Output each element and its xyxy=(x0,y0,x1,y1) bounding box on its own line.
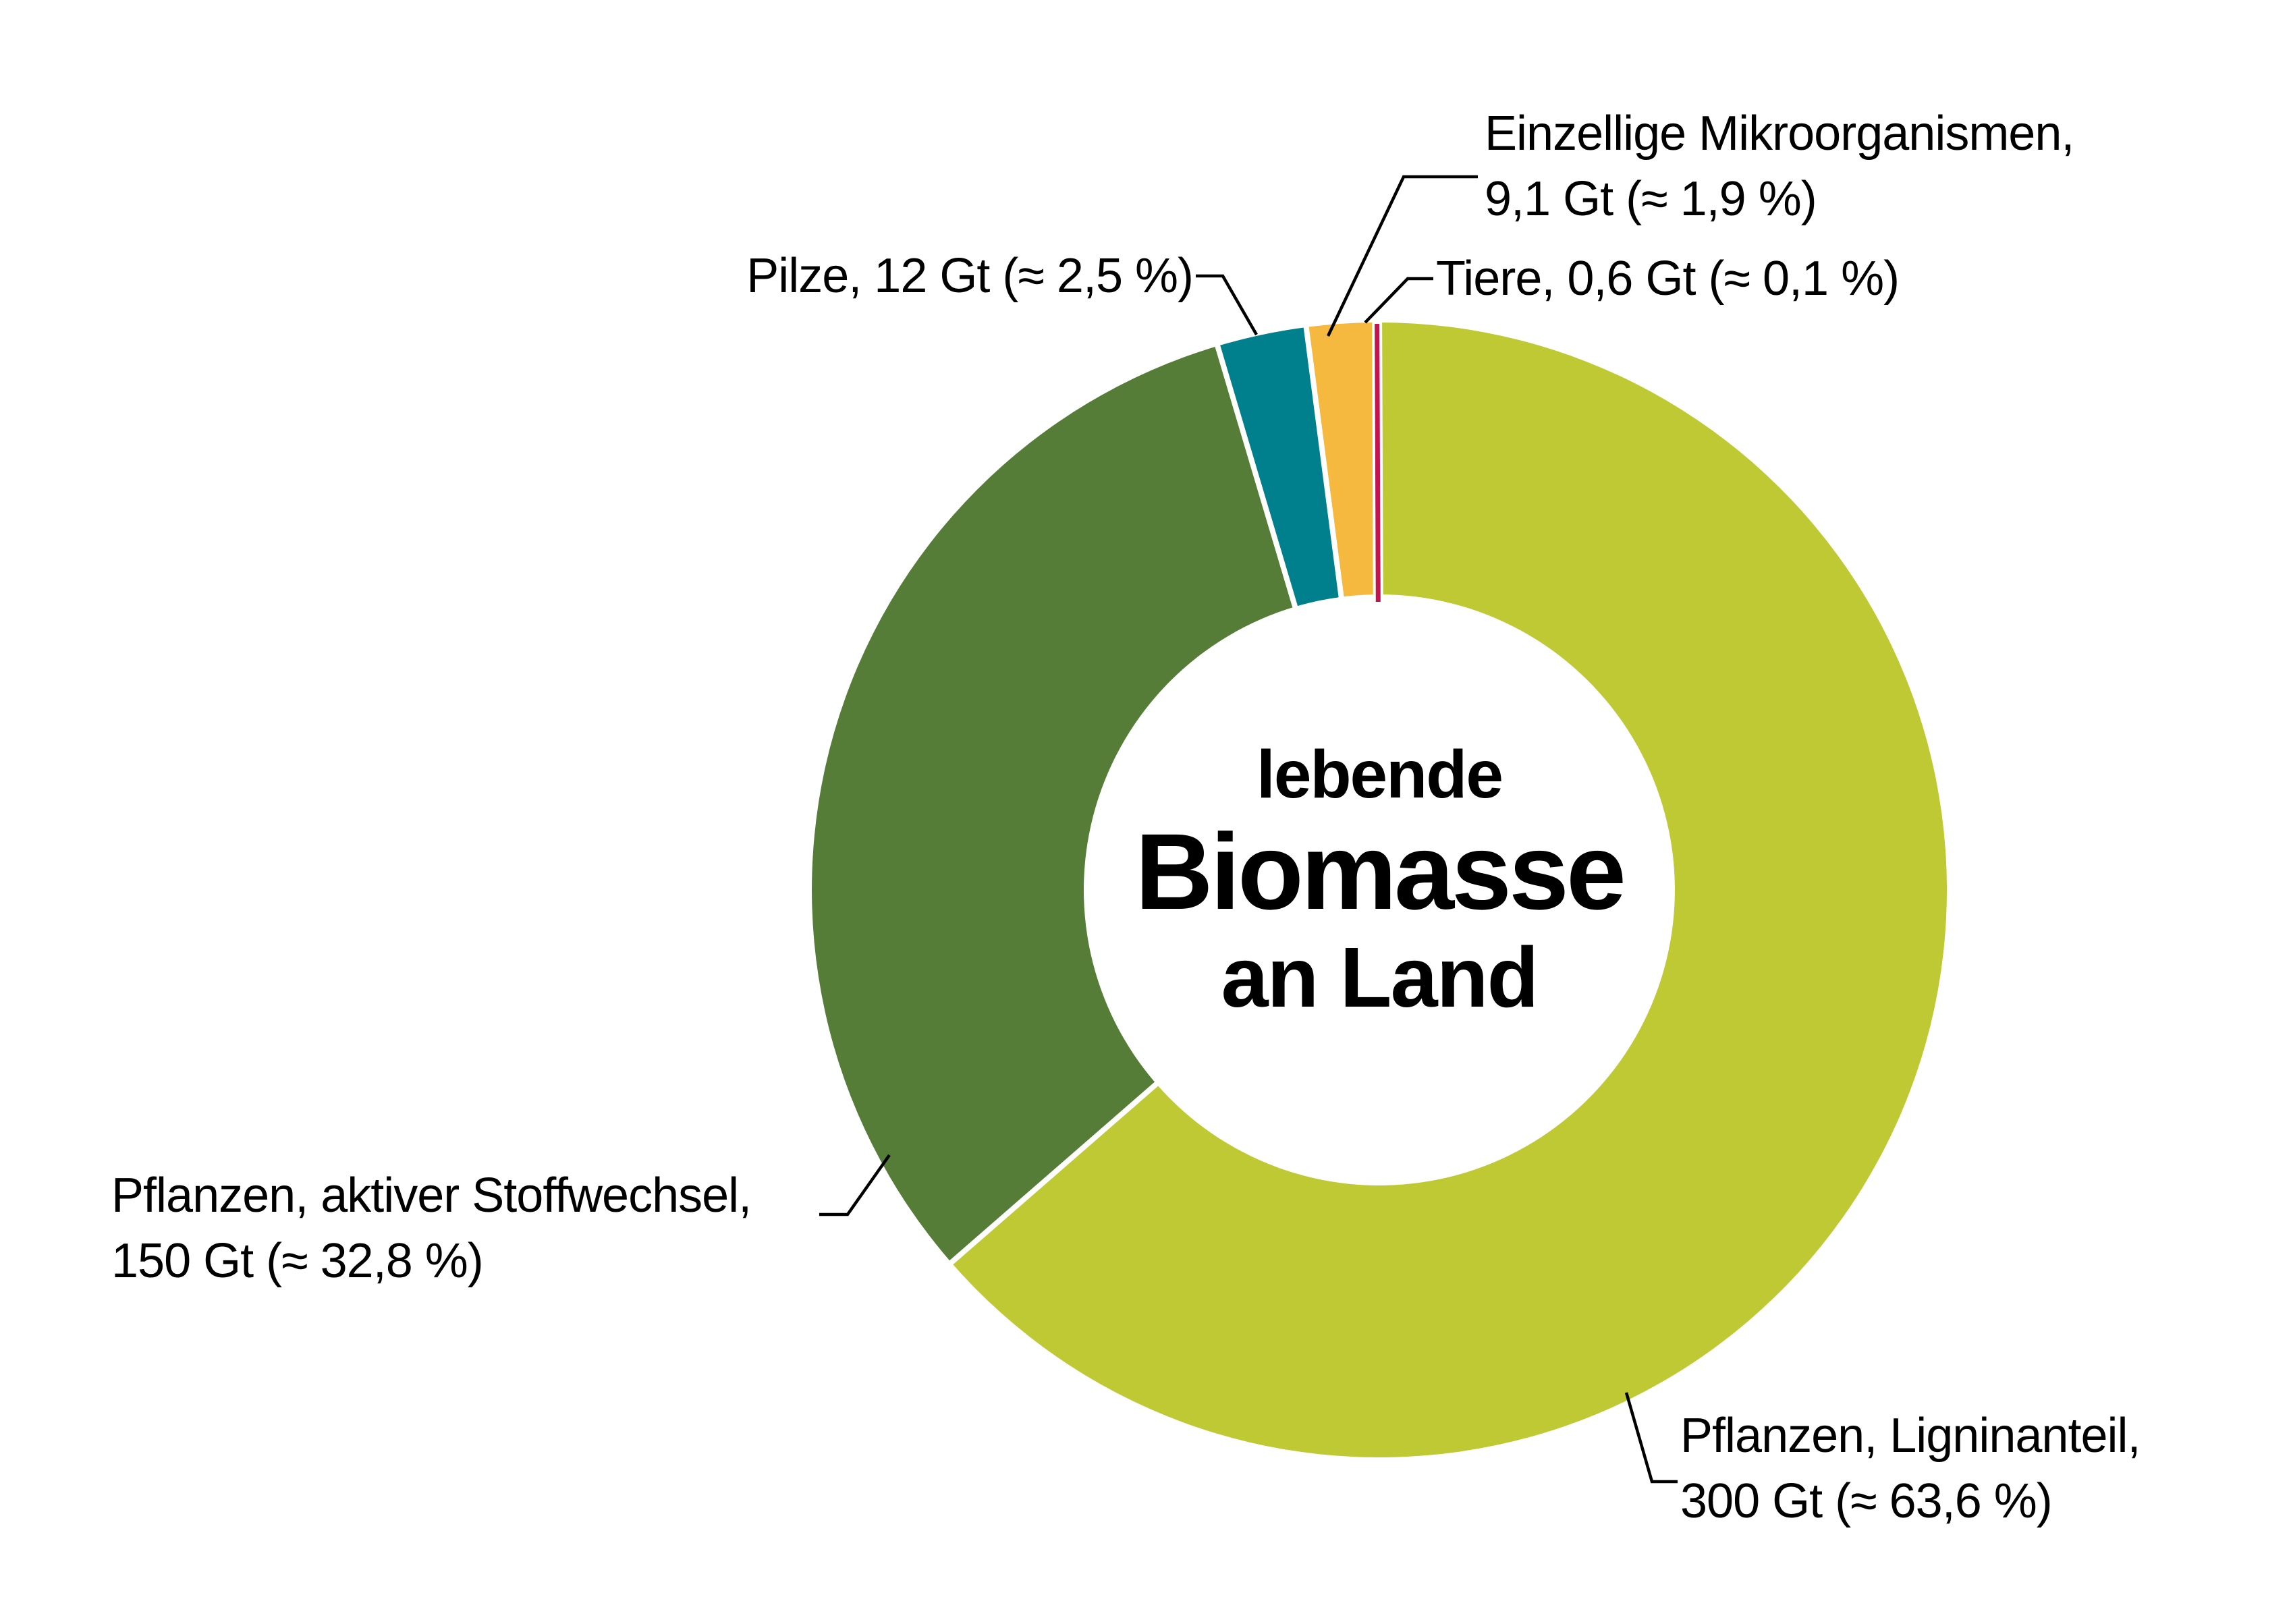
label-pflanzen-aktiv-line2: 150 Gt (≈ 32,8 %) xyxy=(111,1234,484,1288)
leader-line-mikroorganismen xyxy=(1326,175,1478,337)
separator xyxy=(1302,323,1345,605)
label-pflanzen-lignin-line2: 300 Gt (≈ 63,6 %) xyxy=(1680,1474,2053,1528)
leader-lines xyxy=(819,175,1678,1484)
center-title-anland: an Land xyxy=(1221,930,1539,1025)
label-tiere: Tiere, 0,6 Gt (≈ 0,1 %) xyxy=(1436,246,1900,312)
chart-center-title: lebende Biomasse an Land xyxy=(1042,735,1717,1026)
leader-line-pflanzen-lignin xyxy=(1624,1392,1678,1484)
center-title-lebende: lebende xyxy=(1257,737,1503,812)
label-pflanzen-aktiv: Pflanzen, aktiver Stoffwechsel, 150 Gt (… xyxy=(111,1163,752,1294)
label-pflanzen-aktiv-line1: Pflanzen, aktiver Stoffwechsel, xyxy=(111,1169,752,1223)
leader-line-tiere xyxy=(1364,277,1433,324)
label-mikroorganismen-line2: 9,1 Gt (≈ 1,9 %) xyxy=(1485,172,1817,226)
label-pilze-line1: Pilze, 12 Gt (≈ 2,5 %) xyxy=(746,249,1194,303)
separator xyxy=(1213,341,1300,614)
slice-tiere xyxy=(1375,323,1381,603)
leader-line-pflanzen-aktiv xyxy=(819,1154,891,1216)
label-mikroorganismen-line1: Einzellige Mikroorganismen, xyxy=(1485,107,2074,161)
leader-line-pilze xyxy=(1196,274,1258,336)
label-mikroorganismen: Einzellige Mikroorganismen, 9,1 Gt (≈ 1,… xyxy=(1485,101,2074,232)
label-pilze: Pilze, 12 Gt (≈ 2,5 %) xyxy=(648,244,1194,309)
label-tiere-line1: Tiere, 0,6 Gt (≈ 0,1 %) xyxy=(1436,252,1900,306)
slice-pilze xyxy=(1217,327,1342,607)
separator xyxy=(946,1077,1163,1268)
label-pflanzen-lignin-line1: Pflanzen, Ligninanteil, xyxy=(1680,1409,2141,1463)
slice-mikroorganismen xyxy=(1306,323,1377,597)
wedge-separators xyxy=(946,320,1383,1268)
slice-pflanzen-aktiv xyxy=(812,345,1296,1263)
center-title-biomasse: Biomasse xyxy=(1135,811,1626,932)
slice-pflanzen-lignin xyxy=(951,323,1948,1457)
label-pflanzen-lignin: Pflanzen, Ligninanteil, 300 Gt (≈ 63,6 %… xyxy=(1680,1403,2141,1534)
donut-wedges xyxy=(812,323,1948,1457)
